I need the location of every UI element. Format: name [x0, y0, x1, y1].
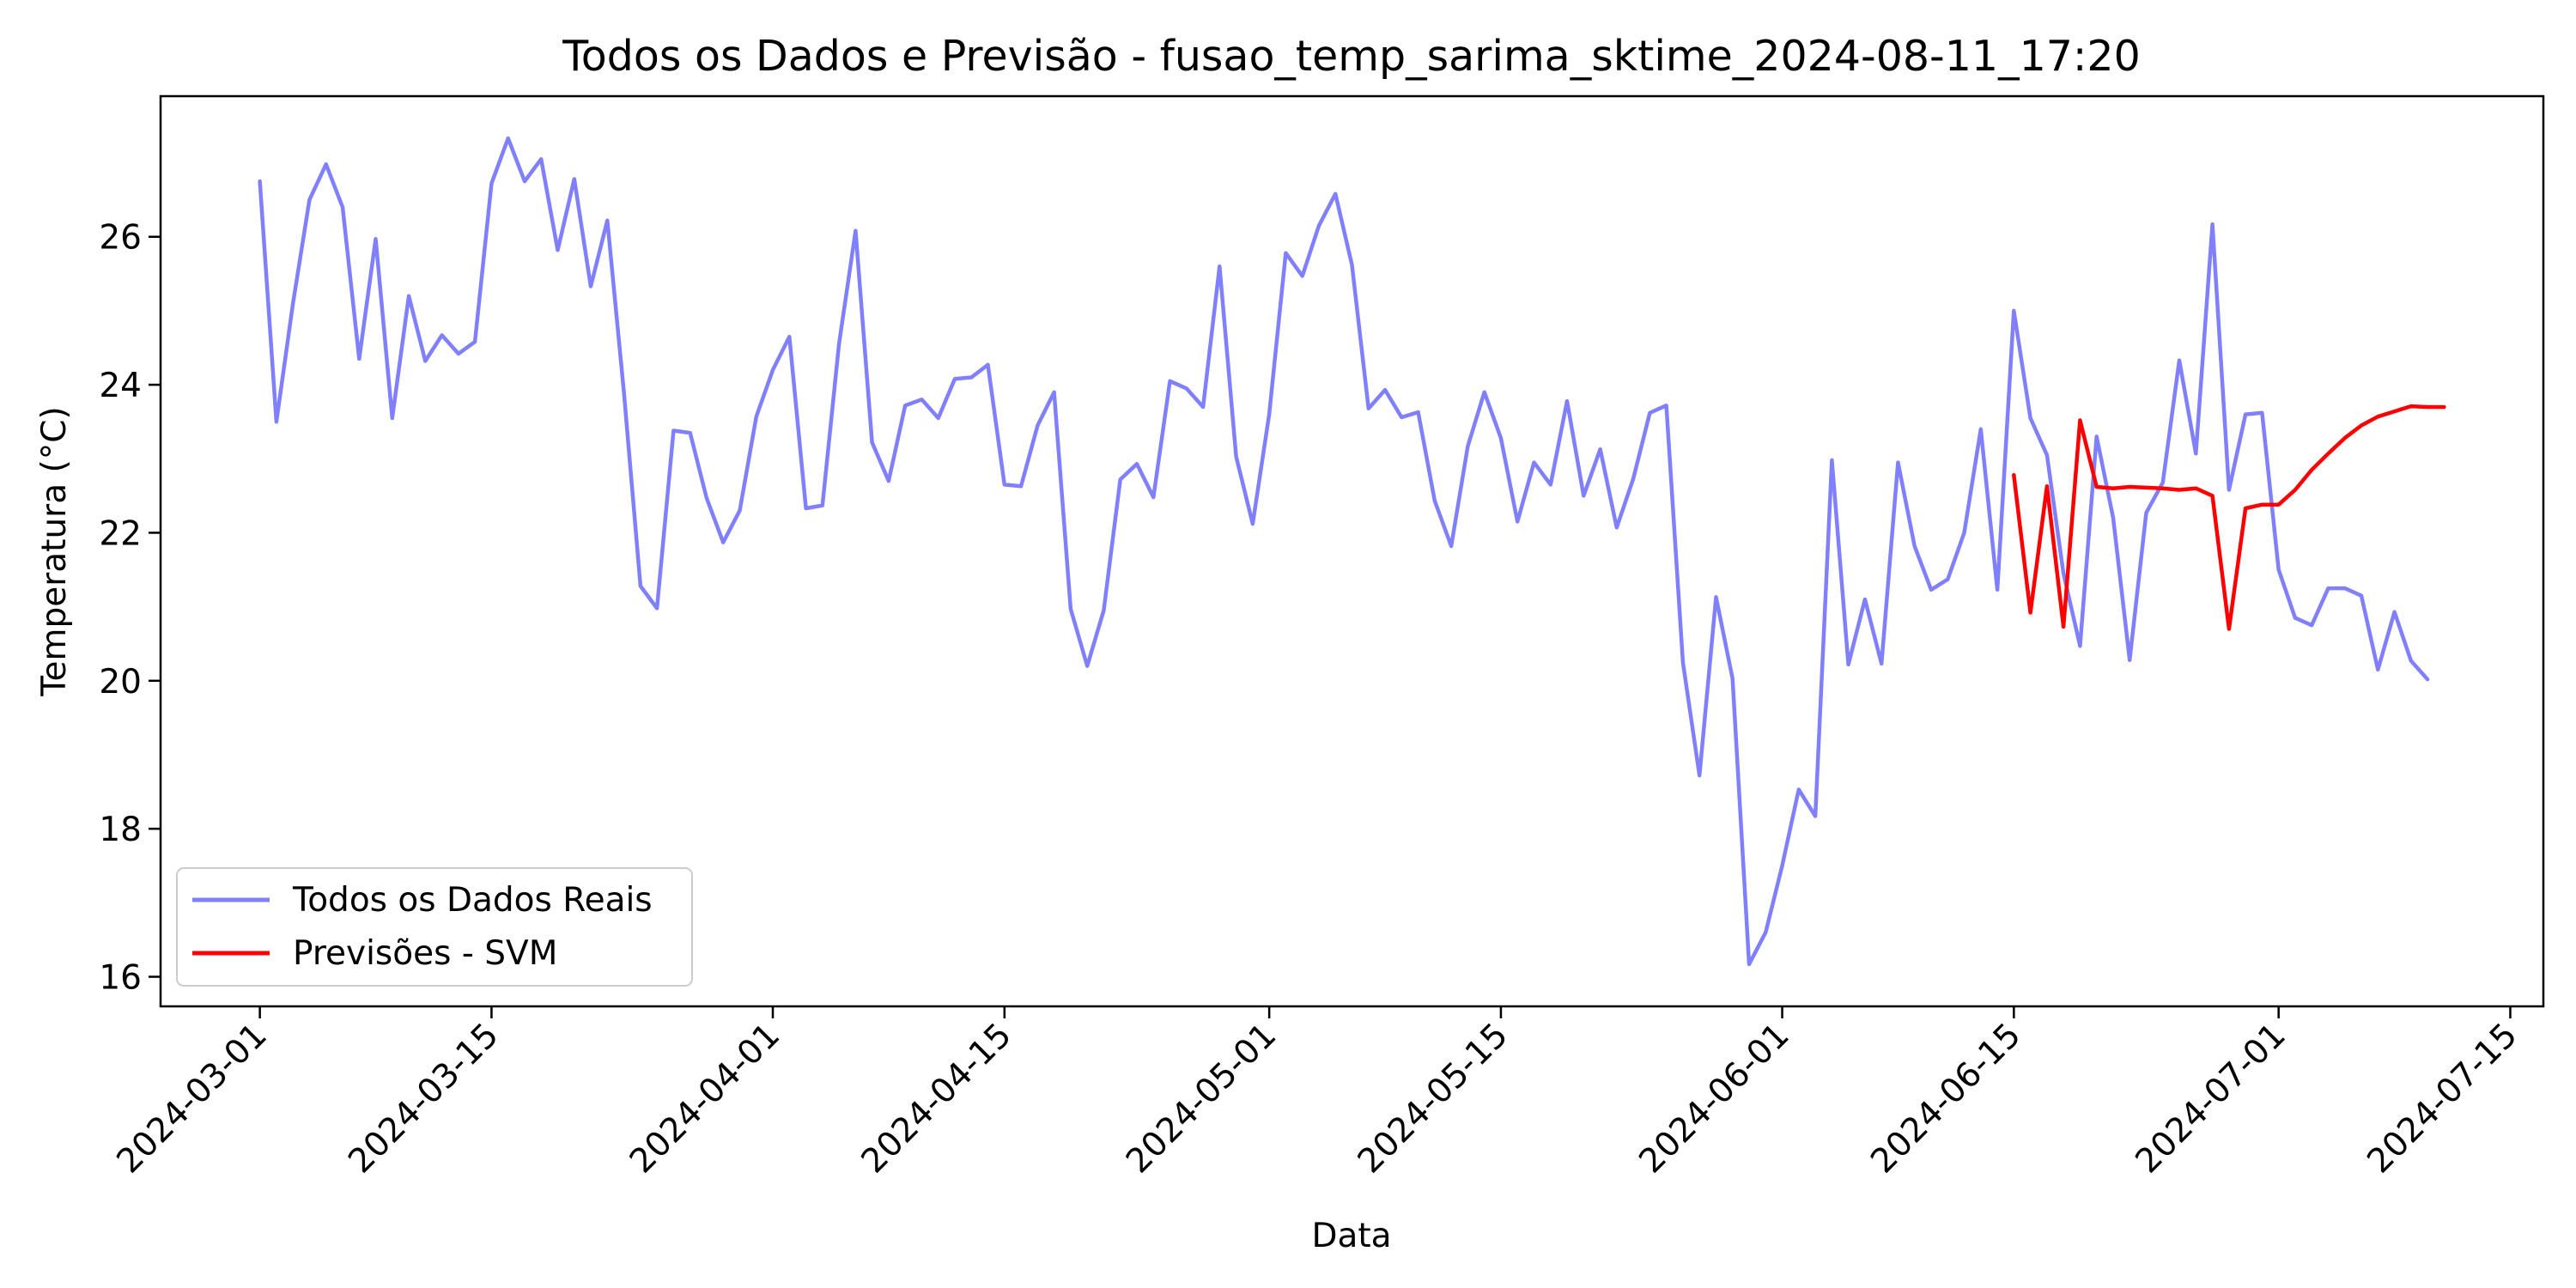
- x-tick-label: 2024-07-01: [2129, 1016, 2293, 1181]
- chart-title: Todos os Dados e Previsão - fusao_temp_s…: [562, 32, 2141, 81]
- y-axis: 16 18 20 22 24 26: [99, 219, 161, 998]
- plot-area: [258, 136, 2446, 967]
- y-axis-label: Temperatura (°C): [35, 406, 74, 696]
- x-tick-label: 2024-07-15: [2360, 1016, 2524, 1181]
- series-line-forecast: [2012, 404, 2446, 631]
- x-tick-label: 2024-04-15: [854, 1016, 1019, 1181]
- x-tick-label: 2024-06-15: [1863, 1016, 2028, 1181]
- y-tick-label: 18: [99, 811, 142, 849]
- y-tick-label: 16: [99, 959, 142, 998]
- legend-label-forecast: Previsões - SVM: [293, 934, 557, 973]
- legend: Todos os Dados Reais Previsões - SVM: [176, 867, 693, 987]
- legend-label-real: Todos os Dados Reais: [292, 881, 653, 920]
- y-tick-label: 26: [99, 219, 142, 258]
- plot-frame: [159, 94, 2545, 1008]
- y-tick-label: 24: [99, 367, 142, 405]
- x-tick-label: 2024-05-15: [1351, 1016, 1516, 1181]
- x-axis: 2024-03-01 2024-03-15 2024-04-01 2024-04-15…: [110, 1006, 2525, 1181]
- y-tick-label: 22: [99, 514, 142, 553]
- legend-box: [176, 867, 693, 987]
- y-tick-label: 20: [99, 663, 142, 702]
- series-line-real: [258, 136, 2430, 967]
- x-tick-label: 2024-04-01: [623, 1016, 787, 1181]
- x-axis-label: Data: [1311, 1217, 1391, 1255]
- x-tick-label: 2024-06-01: [1632, 1016, 1797, 1181]
- x-tick-label: 2024-03-01: [110, 1016, 275, 1181]
- x-tick-label: 2024-03-15: [341, 1016, 506, 1181]
- x-tick-label: 2024-05-01: [1119, 1016, 1284, 1181]
